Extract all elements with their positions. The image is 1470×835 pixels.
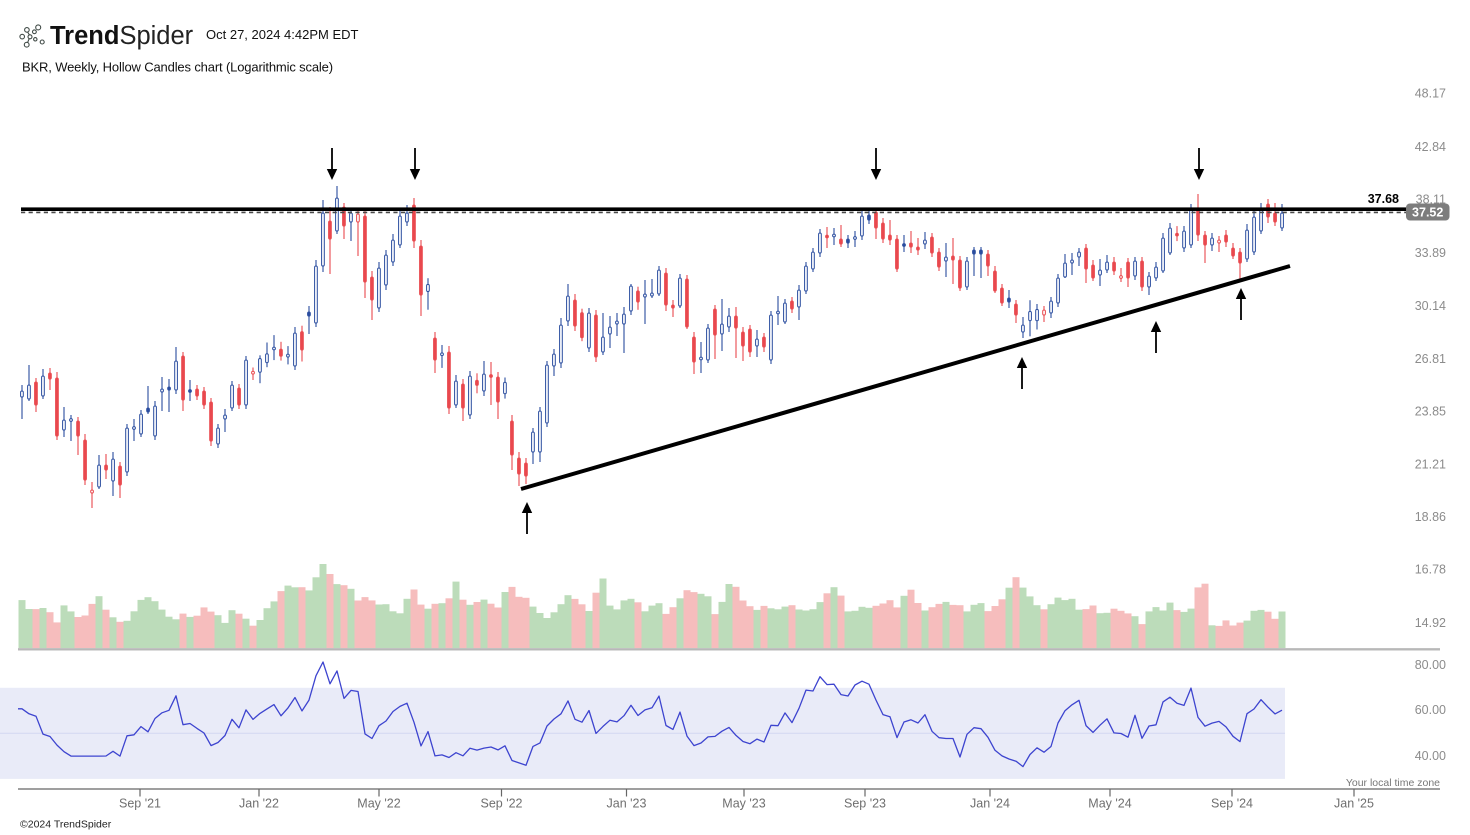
svg-text:80.00: 80.00 — [1415, 658, 1446, 672]
svg-text:Jan '24: Jan '24 — [970, 797, 1010, 811]
svg-text:TrendSpider: TrendSpider — [50, 22, 194, 50]
svg-text:Sep '21: Sep '21 — [119, 797, 161, 811]
svg-text:Jan '23: Jan '23 — [607, 797, 647, 811]
svg-text:48.17: 48.17 — [1415, 86, 1446, 100]
svg-text:37.68: 37.68 — [1368, 192, 1399, 206]
svg-text:©2024 TrendSpider: ©2024 TrendSpider — [20, 819, 112, 831]
svg-text:BKR, Weekly, Hollow Candles ch: BKR, Weekly, Hollow Candles chart (Logar… — [22, 60, 333, 75]
svg-text:21.21: 21.21 — [1415, 458, 1446, 472]
svg-text:30.14: 30.14 — [1415, 299, 1446, 313]
svg-text:Sep '22: Sep '22 — [480, 797, 522, 811]
svg-text:18.86: 18.86 — [1415, 510, 1446, 524]
svg-text:23.85: 23.85 — [1415, 405, 1446, 419]
svg-text:May '23: May '23 — [722, 797, 765, 811]
svg-text:Sep '23: Sep '23 — [844, 797, 886, 811]
svg-text:37.52: 37.52 — [1412, 206, 1443, 220]
svg-text:Jan '22: Jan '22 — [239, 797, 279, 811]
svg-text:60.00: 60.00 — [1415, 703, 1446, 717]
svg-text:Sep '24: Sep '24 — [1211, 797, 1253, 811]
svg-text:16.78: 16.78 — [1415, 563, 1446, 577]
svg-text:38.11: 38.11 — [1416, 193, 1446, 207]
svg-text:40.00: 40.00 — [1415, 749, 1446, 763]
svg-text:33.89: 33.89 — [1415, 246, 1446, 260]
svg-text:Your local time zone: Your local time zone — [1346, 777, 1440, 789]
svg-text:14.92: 14.92 — [1415, 616, 1446, 630]
svg-text:26.81: 26.81 — [1415, 352, 1446, 366]
svg-text:Oct 27, 2024 4:42PM EDT: Oct 27, 2024 4:42PM EDT — [206, 27, 359, 42]
svg-text:May '24: May '24 — [1088, 797, 1131, 811]
svg-text:Jan '25: Jan '25 — [1334, 797, 1374, 811]
svg-text:May '22: May '22 — [357, 797, 400, 811]
svg-text:42.84: 42.84 — [1415, 140, 1446, 154]
